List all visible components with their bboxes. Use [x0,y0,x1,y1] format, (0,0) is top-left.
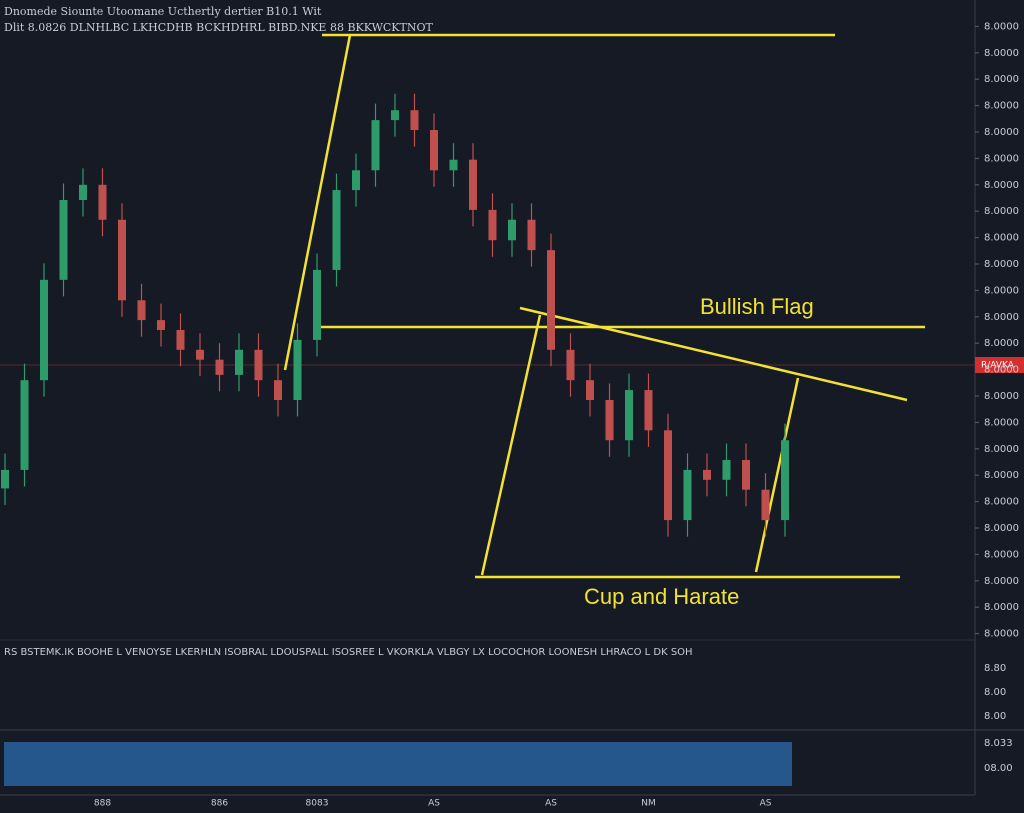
lower-axis-label: 8.80 [984,663,1006,674]
lower-axis-label: 08.00 [984,763,1013,774]
y-tick-label: 8.0000 [984,233,1019,244]
trend-line [754,377,800,573]
candle-body [508,219,516,241]
header-title: Dnomede Siounte Utoomane Ucthertly derti… [4,5,322,18]
candle-body [254,349,263,381]
current-price-label: R/AVKA [981,361,1015,371]
y-tick-label: 8.0000 [984,21,1019,32]
candle-body [352,170,360,191]
candle-body [157,320,165,330]
candle-body [293,339,302,400]
candle-body [40,279,48,381]
candle-body [1,469,9,489]
candle-body [235,349,243,375]
annotation: Bullish Flag [700,294,814,319]
y-tick-label: 8.0000 [984,629,1019,640]
candle-body [430,130,438,171]
candle-body [410,110,419,131]
candle-body [79,184,87,200]
x-tick-label: 888 [94,799,111,809]
candle-body [98,184,107,220]
y-tick-label: 8.0000 [984,127,1019,138]
y-tick-label: 8.0000 [984,312,1019,323]
candle-body [683,469,692,521]
indicator-text: RS BSTEMK.IK BOOHE L VENOYSE LKERHLN ISO… [4,647,693,658]
candle-body [488,209,497,241]
candle-body [469,159,477,210]
x-tick-label: AS [760,799,772,809]
trend-line [480,314,542,576]
lower-axis-label: 8.00 [984,687,1006,698]
header-subtitle: Dlit 8.0826 DLNHLBC LKHCDHB BCKHDHRL BIB… [4,21,433,34]
candle-body [391,110,399,121]
y-tick-label: 8.0000 [984,497,1019,508]
y-tick-label: 8.0000 [984,365,1019,376]
candle-body [605,399,614,441]
candle-body [664,430,672,521]
candle-body [625,390,633,441]
candle-body [215,359,224,375]
annotation: Cup and Harate [584,584,739,609]
y-tick-label: 8.0000 [984,576,1019,587]
candle-body [761,489,770,521]
candle-body [586,380,594,400]
candle-body [313,269,321,340]
candle-body [742,460,750,490]
y-tick-label: 8.0000 [984,101,1019,112]
trend-line [519,306,908,402]
candle-body [137,300,146,321]
y-tick-label: 8.0000 [984,74,1019,85]
x-tick-label: AS [545,799,557,809]
y-tick-label: 8.0000 [984,153,1019,164]
y-tick-label: 8.0000 [984,259,1019,270]
x-tick-label: NM [641,799,656,809]
candle-body [703,469,711,480]
x-tick-label: 886 [211,799,228,809]
candle-body [547,250,555,350]
candle-body [722,460,731,480]
y-tick-label: 8.0000 [984,417,1019,428]
volume-strip [4,742,792,786]
lower-axis-label: 8.033 [984,738,1013,749]
y-tick-label: 8.0000 [984,206,1019,217]
candle-body [644,390,653,431]
y-tick-label: 8.0000 [984,285,1019,296]
y-tick-label: 8.0000 [984,444,1019,455]
current-price-tag [975,357,1024,373]
trend-line [283,34,352,371]
candle-body [332,190,341,270]
candle-body [566,349,575,381]
candle-body [20,380,29,470]
x-tick-label: 8083 [306,799,329,809]
y-tick-label: 8.0000 [984,470,1019,481]
y-tick-label: 8.0000 [984,523,1019,534]
candle-body [118,219,126,301]
candle-body [176,330,185,350]
y-tick-label: 8.0000 [984,338,1019,349]
y-tick-label: 8.0000 [984,48,1019,59]
candle-body [781,440,789,521]
x-tick-label: AS [428,799,440,809]
y-tick-label: 8.0000 [984,180,1019,191]
candle-body [196,349,204,360]
lower-axis-label: 8.00 [984,711,1006,722]
y-tick-label: 8.0000 [984,602,1019,613]
candle-body [371,120,380,171]
y-tick-label: 8.0000 [984,391,1019,402]
candle-body [449,159,458,171]
candle-body [527,219,536,251]
candle-body [274,380,282,400]
candle-body [59,199,68,280]
y-tick-label: 8.0000 [984,549,1019,560]
